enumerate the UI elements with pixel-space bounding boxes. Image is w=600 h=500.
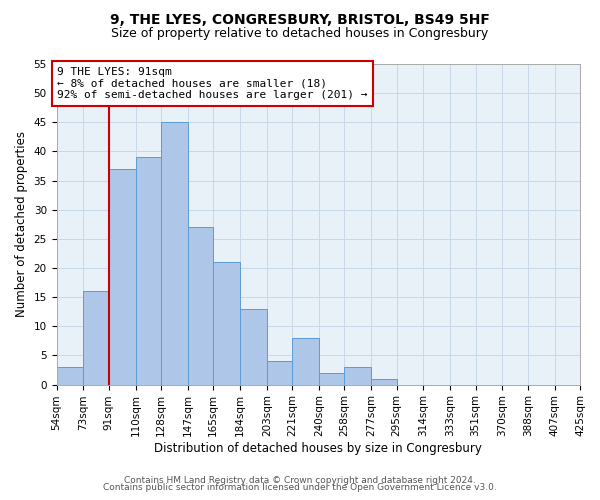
Text: Contains public sector information licensed under the Open Government Licence v3: Contains public sector information licen… xyxy=(103,484,497,492)
Bar xyxy=(319,373,344,384)
Y-axis label: Number of detached properties: Number of detached properties xyxy=(15,132,28,318)
Bar xyxy=(344,367,371,384)
Text: Size of property relative to detached houses in Congresbury: Size of property relative to detached ho… xyxy=(112,28,488,40)
Bar xyxy=(136,158,161,384)
Text: 9 THE LYES: 91sqm
← 8% of detached houses are smaller (18)
92% of semi-detached : 9 THE LYES: 91sqm ← 8% of detached house… xyxy=(57,67,368,100)
Bar xyxy=(240,309,267,384)
X-axis label: Distribution of detached houses by size in Congresbury: Distribution of detached houses by size … xyxy=(154,442,482,455)
Text: Contains HM Land Registry data © Crown copyright and database right 2024.: Contains HM Land Registry data © Crown c… xyxy=(124,476,476,485)
Bar xyxy=(83,292,109,384)
Text: 9, THE LYES, CONGRESBURY, BRISTOL, BS49 5HF: 9, THE LYES, CONGRESBURY, BRISTOL, BS49 … xyxy=(110,12,490,26)
Bar xyxy=(56,367,83,384)
Bar xyxy=(188,227,213,384)
Bar xyxy=(109,169,136,384)
Bar xyxy=(371,379,397,384)
Bar xyxy=(267,362,292,384)
Bar xyxy=(213,262,240,384)
Bar xyxy=(161,122,188,384)
Bar xyxy=(292,338,319,384)
